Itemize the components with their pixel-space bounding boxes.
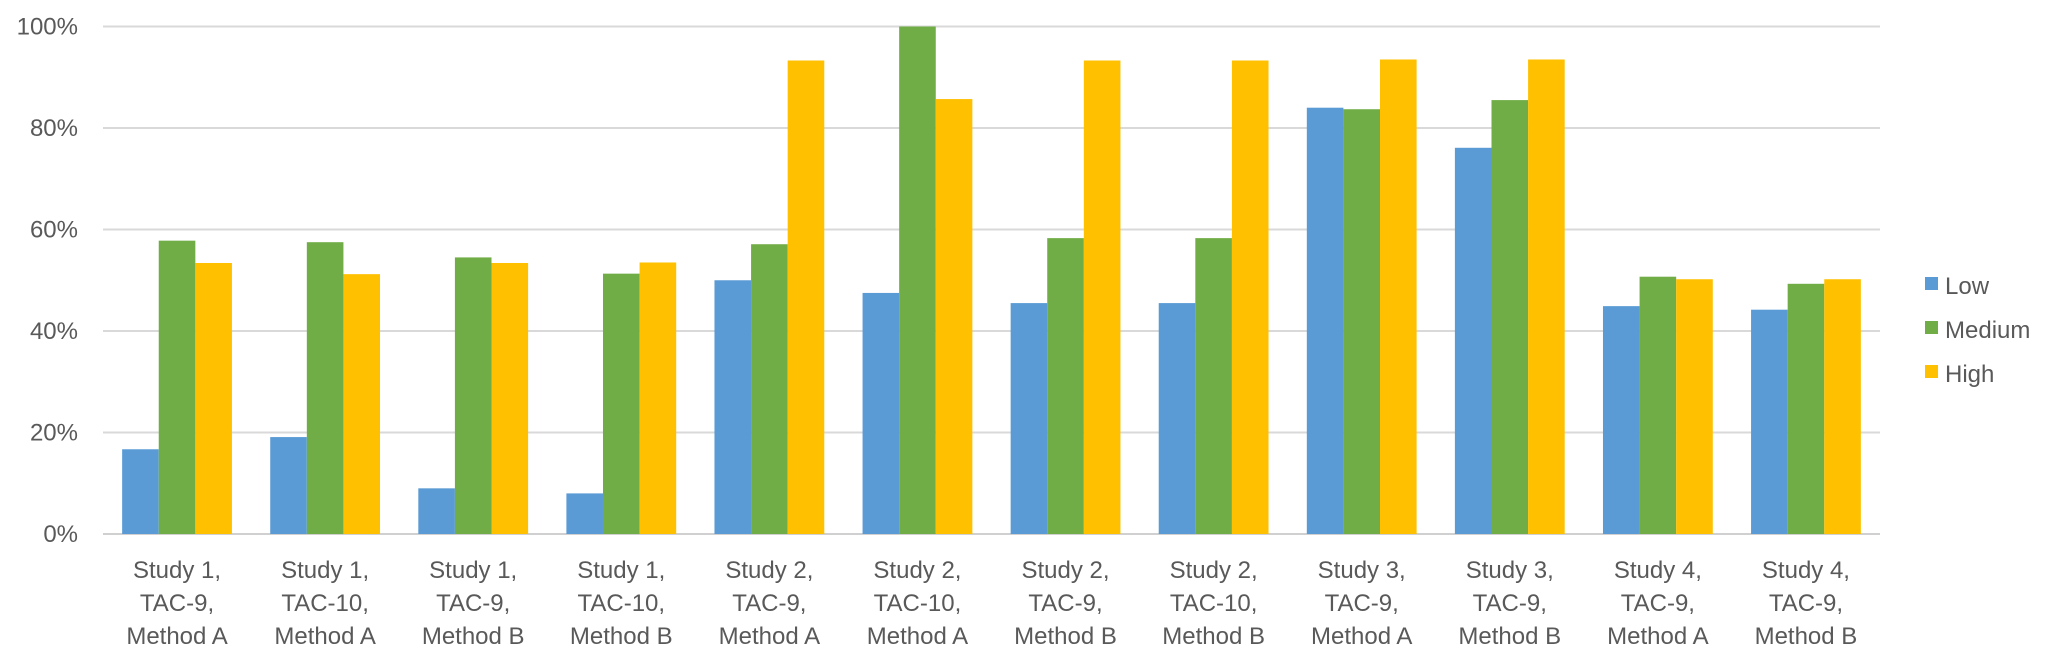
bar-high bbox=[639, 262, 677, 534]
bar-low bbox=[418, 488, 455, 534]
bar-low bbox=[566, 493, 603, 534]
bar-medium bbox=[751, 244, 788, 534]
x-tick-label: Study 1, bbox=[577, 557, 665, 584]
legend-swatch-low bbox=[1925, 277, 1938, 290]
bar-low bbox=[122, 449, 159, 534]
x-tick-label: Study 4, bbox=[1614, 557, 1702, 584]
x-tick-label: Study 2, bbox=[1170, 557, 1258, 584]
gridlines bbox=[103, 25, 1880, 535]
bar-high bbox=[195, 262, 232, 534]
bar-high bbox=[1528, 59, 1565, 535]
x-tick-label: TAC-9, bbox=[1473, 590, 1547, 617]
x-tick-label: Study 2, bbox=[725, 557, 813, 584]
bar-low bbox=[1010, 303, 1048, 534]
x-tick-label: Study 2, bbox=[1022, 557, 1110, 584]
x-axis-labels: Study 1, TAC-9, Method A Study 1, TAC-10, Met… bbox=[126, 557, 1857, 650]
bar-medium bbox=[306, 242, 344, 534]
x-tick-label: Method A bbox=[1607, 623, 1708, 650]
x-tick-label: Study 3, bbox=[1466, 557, 1554, 584]
legend-label-low: Low bbox=[1945, 273, 1990, 300]
x-tick-label: Method B bbox=[1162, 623, 1265, 650]
bar-high bbox=[1824, 279, 1861, 534]
bar-high bbox=[1380, 59, 1417, 535]
legend-swatch-high bbox=[1925, 365, 1938, 378]
x-tick-label: Study 2, bbox=[873, 557, 961, 584]
bar-high bbox=[787, 60, 825, 534]
bar-high bbox=[1231, 60, 1269, 534]
x-tick-label: Method B bbox=[1755, 623, 1858, 650]
x-tick-label: Method A bbox=[126, 623, 227, 650]
y-tick-label: 20% bbox=[30, 420, 78, 447]
x-tick-label: TAC-9, bbox=[436, 590, 510, 617]
bar-medium bbox=[1195, 238, 1232, 534]
bar-medium bbox=[1639, 276, 1677, 534]
x-tick-label: Method B bbox=[1014, 623, 1117, 650]
bar-high bbox=[343, 274, 381, 534]
x-tick-label: TAC-9, bbox=[1028, 590, 1102, 617]
bar-medium bbox=[158, 240, 196, 535]
bar-medium bbox=[454, 257, 492, 534]
legend: Low Medium High bbox=[1925, 273, 2030, 388]
x-tick-label: TAC-9, bbox=[140, 590, 214, 617]
x-tick-label: TAC-10, bbox=[578, 590, 666, 617]
x-tick-label: Study 1, bbox=[429, 557, 517, 584]
bar-medium bbox=[1491, 100, 1529, 535]
y-tick-label: 60% bbox=[30, 217, 78, 244]
x-tick-label: Study 3, bbox=[1318, 557, 1406, 584]
bar-low bbox=[862, 292, 900, 534]
y-axis-tick-labels: 0% 20% 40% 60% 80% 100% bbox=[17, 14, 78, 549]
x-tick-label: Study 4, bbox=[1762, 557, 1850, 584]
bar-low bbox=[714, 280, 752, 534]
x-tick-label: TAC-10, bbox=[281, 590, 369, 617]
x-tick-label: TAC-9, bbox=[1769, 590, 1843, 617]
bar-low bbox=[1454, 147, 1492, 535]
x-tick-label: Method A bbox=[1311, 623, 1412, 650]
bar-medium bbox=[1343, 109, 1381, 534]
x-tick-label: Method A bbox=[867, 623, 968, 650]
bar-high bbox=[935, 99, 973, 534]
legend-label-high: High bbox=[1945, 361, 1994, 388]
y-tick-label: 40% bbox=[30, 318, 78, 345]
bar-low bbox=[1602, 306, 1640, 534]
x-tick-label: TAC-10, bbox=[1170, 590, 1258, 617]
x-tick-label: Method B bbox=[422, 623, 525, 650]
y-tick-label: 80% bbox=[30, 115, 78, 142]
bar-medium bbox=[1047, 238, 1084, 534]
x-tick-label: TAC-9, bbox=[732, 590, 806, 617]
bar-medium bbox=[602, 273, 640, 534]
y-tick-label: 100% bbox=[17, 14, 78, 41]
x-tick-label: Method A bbox=[719, 623, 820, 650]
bar-high bbox=[491, 262, 529, 534]
x-tick-label: TAC-9, bbox=[1621, 590, 1695, 617]
x-tick-label: Method B bbox=[570, 623, 673, 650]
x-tick-label: Method B bbox=[1458, 623, 1561, 650]
bar-medium bbox=[1787, 283, 1825, 534]
x-tick-label: Method A bbox=[274, 623, 375, 650]
bar-high bbox=[1676, 279, 1713, 534]
x-tick-label: TAC-10, bbox=[874, 590, 962, 617]
x-tick-label: TAC-9, bbox=[1325, 590, 1399, 617]
legend-swatch-medium bbox=[1925, 321, 1938, 334]
bar-high bbox=[1083, 60, 1121, 534]
bar-low bbox=[270, 437, 307, 534]
legend-label-medium: Medium bbox=[1945, 317, 2030, 344]
bar-low bbox=[1751, 309, 1788, 534]
bars bbox=[122, 26, 1861, 535]
bar-low bbox=[1306, 107, 1344, 534]
y-tick-label: 0% bbox=[43, 521, 78, 548]
bar-low bbox=[1158, 303, 1196, 534]
bar-medium bbox=[899, 26, 936, 534]
x-tick-label: Study 1, bbox=[133, 557, 221, 584]
x-tick-label: Study 1, bbox=[281, 557, 369, 584]
